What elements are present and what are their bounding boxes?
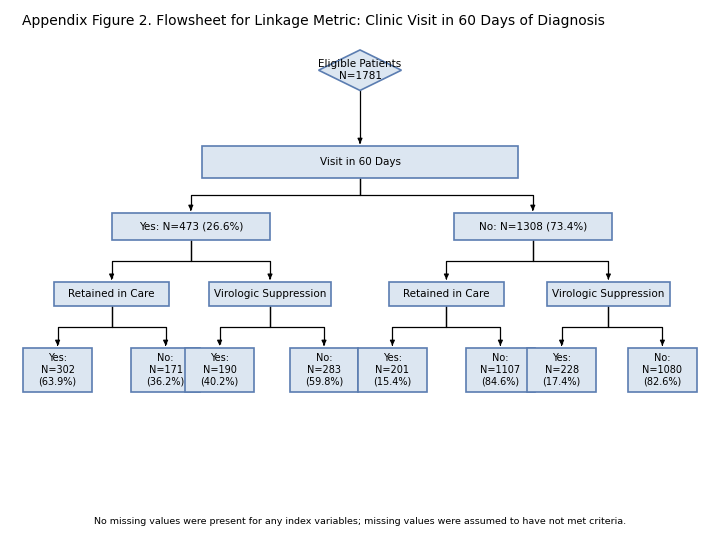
FancyBboxPatch shape [23, 348, 92, 392]
FancyBboxPatch shape [547, 282, 670, 306]
Text: Virologic Suppression: Virologic Suppression [214, 289, 326, 299]
FancyBboxPatch shape [467, 348, 534, 392]
Text: No missing values were present for any index variables; missing values were assu: No missing values were present for any i… [94, 517, 626, 526]
FancyBboxPatch shape [202, 146, 518, 178]
Text: Retained in Care: Retained in Care [403, 289, 490, 299]
Text: No:
N=171
(36.2%): No: N=171 (36.2%) [146, 353, 185, 387]
Text: Yes:
N=201
(15.4%): Yes: N=201 (15.4%) [373, 353, 412, 387]
Text: No:
N=1080
(82.6%): No: N=1080 (82.6%) [642, 353, 683, 387]
FancyBboxPatch shape [359, 348, 426, 392]
Text: No: N=1308 (73.4%): No: N=1308 (73.4%) [479, 222, 587, 232]
FancyBboxPatch shape [454, 213, 612, 240]
Text: No:
N=1107
(84.6%): No: N=1107 (84.6%) [480, 353, 521, 387]
FancyBboxPatch shape [527, 348, 596, 392]
FancyBboxPatch shape [132, 348, 199, 392]
FancyBboxPatch shape [186, 348, 254, 392]
Text: Virologic Suppression: Virologic Suppression [552, 289, 665, 299]
Text: Yes: N=473 (26.6%): Yes: N=473 (26.6%) [139, 222, 243, 232]
Text: Appendix Figure 2. Flowsheet for Linkage Metric: Clinic Visit in 60 Days of Diag: Appendix Figure 2. Flowsheet for Linkage… [22, 14, 605, 28]
FancyBboxPatch shape [389, 282, 504, 306]
FancyBboxPatch shape [628, 348, 697, 392]
Text: Eligible Patients
N=1781: Eligible Patients N=1781 [318, 59, 402, 81]
Text: Yes:
N=302
(63.9%): Yes: N=302 (63.9%) [39, 353, 76, 387]
Text: Yes:
N=190
(40.2%): Yes: N=190 (40.2%) [200, 353, 239, 387]
Text: Retained in Care: Retained in Care [68, 289, 155, 299]
FancyBboxPatch shape [54, 282, 169, 306]
Polygon shape [319, 50, 402, 90]
Text: Yes:
N=228
(17.4%): Yes: N=228 (17.4%) [542, 353, 581, 387]
Text: Visit in 60 Days: Visit in 60 Days [320, 157, 400, 167]
FancyBboxPatch shape [209, 282, 331, 306]
FancyBboxPatch shape [112, 213, 270, 240]
Text: No:
N=283
(59.8%): No: N=283 (59.8%) [305, 353, 343, 387]
FancyBboxPatch shape [289, 348, 359, 392]
